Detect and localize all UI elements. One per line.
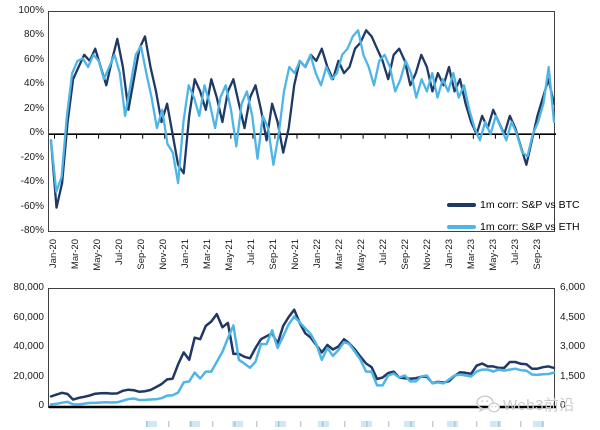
- price-series-canvas: [49, 308, 556, 409]
- price-left-axis-label: 60,000: [13, 311, 44, 323]
- series-eth-price-line: [49, 315, 556, 406]
- x-axis-label: Jul-20: [113, 239, 125, 265]
- correlation-y-axis-label: 20%: [23, 102, 44, 114]
- price-right-axis-label: 4,500: [560, 311, 586, 323]
- price-plot-area: BTC [RHS] ETH: [48, 288, 556, 409]
- watermark: Web3前沿: [476, 394, 575, 415]
- x-axis-label: May-23: [488, 239, 500, 271]
- x-axis-label: May-22: [356, 239, 368, 271]
- correlation-y-axis-label: 40%: [23, 78, 44, 90]
- x-axis-label: Mar-20: [69, 239, 81, 270]
- sp-eth-line-swatch: [447, 225, 476, 229]
- x-axis-label: Jan-21: [179, 239, 191, 269]
- price-right-axis-label: 0: [560, 400, 566, 411]
- x-axis-label: Mar-23: [466, 239, 478, 270]
- price-left-axis-label: 0: [38, 400, 44, 411]
- x-axis-label: Jul-22: [378, 239, 390, 265]
- x-axis-label: May-20: [91, 239, 103, 271]
- x-axis-label: May-21: [223, 239, 235, 271]
- correlation-y-axis-label: -40%: [20, 176, 44, 188]
- x-axis-label: Nov-22: [422, 239, 434, 270]
- series-btc-price-line: [49, 308, 556, 401]
- correlation-y-axis-label: -80%: [20, 225, 44, 236]
- price-right-axis-label: 3,000: [560, 341, 586, 352]
- price-right-axis-label: 1,500: [560, 370, 586, 382]
- correlation-y-axis-label: 100%: [18, 5, 44, 16]
- correlation-series-canvas: [49, 29, 556, 209]
- x-axis-label: Sep-23: [532, 239, 544, 270]
- correlation-y-axis-label: -60%: [20, 200, 44, 212]
- correlation-y-axis-label: -20%: [20, 151, 44, 163]
- x-axis-label: Mar-21: [201, 239, 213, 270]
- x-axis-label: Jan-22: [312, 239, 324, 269]
- x-axis-label: Jan-23: [444, 239, 456, 269]
- correlation-y-axis-label: 0%: [29, 127, 44, 139]
- x-axis-label: Nov-20: [157, 239, 169, 270]
- legend-label-sp-eth: 1m corr: S&P vs ETH: [480, 221, 580, 233]
- x-axis-label: Jan-20: [47, 239, 59, 269]
- correlation-legend: 1m corr: S&P vs BTC 1m corr: S&P vs ETH: [447, 199, 580, 233]
- price-right-axis-label: 6,000: [560, 282, 586, 293]
- price-left-axis-label: 20,000: [13, 370, 44, 382]
- x-axis-label: Mar-22: [334, 239, 346, 270]
- x-axis-label: Sep-20: [135, 239, 147, 270]
- price-left-axis-label: 40,000: [13, 341, 44, 352]
- price-left-axis-label: 80,000: [13, 282, 44, 293]
- series-sp-vs-eth-line: [49, 29, 556, 193]
- series-sp-vs-btc-line: [49, 29, 556, 209]
- wechat-icon: [476, 395, 500, 413]
- x-axis-label: Sep-21: [267, 239, 279, 270]
- cropped-axis-label-strip: [146, 421, 564, 427]
- x-axis-label: Jul-23: [510, 239, 522, 265]
- sp-btc-line-swatch: [447, 203, 476, 207]
- correlation-y-axis-label: 60%: [23, 53, 44, 65]
- legend-item-sp-eth: 1m corr: S&P vs ETH: [447, 221, 580, 233]
- correlation-plot-area: 1m corr: S&P vs BTC 1m corr: S&P vs ETH: [48, 11, 580, 233]
- correlation-y-axis-label: 80%: [23, 29, 44, 41]
- x-axis-label: Nov-21: [289, 239, 301, 270]
- x-axis-label: Sep-22: [400, 239, 412, 270]
- x-axis-label: Jul-21: [245, 239, 257, 265]
- legend-item-sp-btc: 1m corr: S&P vs BTC: [447, 199, 580, 211]
- watermark-text: Web3前沿: [503, 397, 575, 414]
- legend-label-sp-btc: 1m corr: S&P vs BTC: [480, 199, 580, 211]
